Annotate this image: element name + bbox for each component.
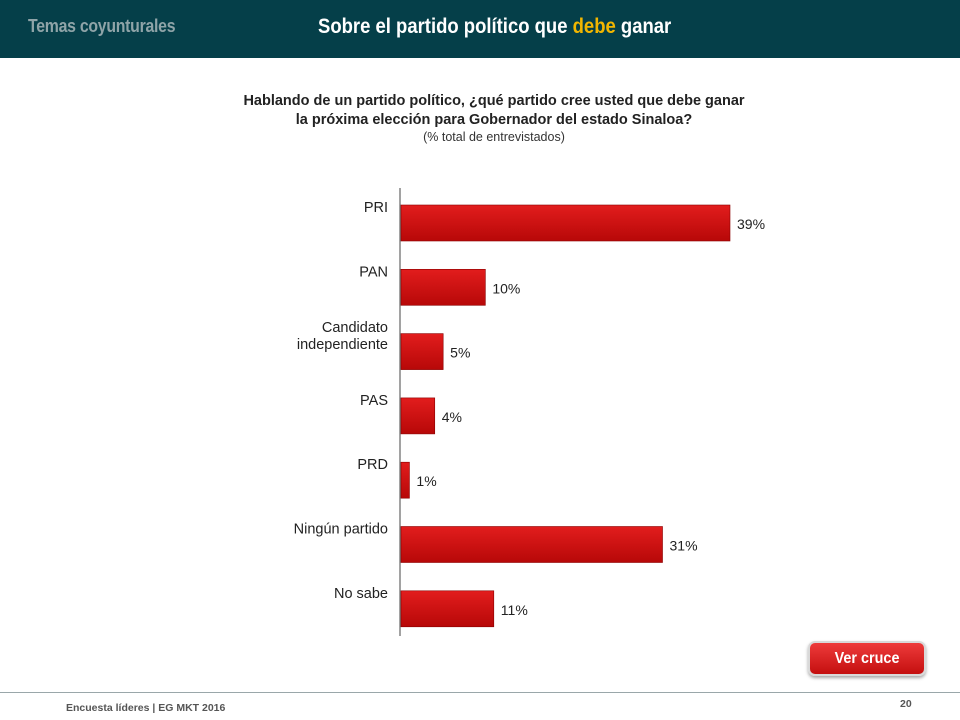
bar-prd <box>400 461 410 499</box>
category-label: PAN <box>359 264 388 280</box>
page-title: Sobre el partido político que debe ganar <box>318 15 671 39</box>
value-label: 5% <box>450 345 470 361</box>
category-label: independiente <box>297 337 388 353</box>
page-number: 20 <box>900 698 912 710</box>
title-part-1: Sobre el partido político que <box>318 15 573 38</box>
category-label: PRI <box>364 200 388 216</box>
category-label: Candidato <box>322 320 388 336</box>
bar-ningún-partido <box>400 526 663 563</box>
bar-pri <box>400 204 731 242</box>
value-label: 31% <box>670 538 698 554</box>
category-label: No sabe <box>334 586 388 602</box>
ver-cruce-button[interactable]: Ver cruce <box>808 641 926 676</box>
bar-no-sabe <box>400 590 495 628</box>
title-part-2: ganar <box>615 15 672 38</box>
bar-candidato-independiente <box>400 333 444 370</box>
value-label: 39% <box>737 216 765 232</box>
value-label: 1% <box>416 473 436 489</box>
chart-subtitle: (% total de entrevistados) <box>423 130 565 144</box>
value-label: 4% <box>442 409 462 425</box>
question-line-2: la próxima elección para Gobernador del … <box>295 112 693 128</box>
chart-question: Hablando de un partido político, ¿qué pa… <box>0 92 960 130</box>
footer-source: Encuesta líderes | EG MKT 2016 <box>66 702 226 714</box>
footer-divider <box>0 692 960 693</box>
bar-pas <box>400 397 436 435</box>
header-bar: Temas coyunturales Sobre el partido polí… <box>0 0 960 58</box>
value-label: 10% <box>492 280 520 296</box>
question-line-1: Hablando de un partido político, ¿qué pa… <box>243 93 745 109</box>
section-label: Temas coyunturales <box>28 16 176 36</box>
category-label: PRD <box>357 457 388 473</box>
title-highlight: debe <box>572 15 616 38</box>
category-label: Ningún partido <box>294 522 388 538</box>
value-label: 11% <box>501 602 528 618</box>
ver-cruce-label: Ver cruce <box>834 649 900 667</box>
category-label: PAS <box>360 393 388 409</box>
bar-pan <box>400 268 486 306</box>
